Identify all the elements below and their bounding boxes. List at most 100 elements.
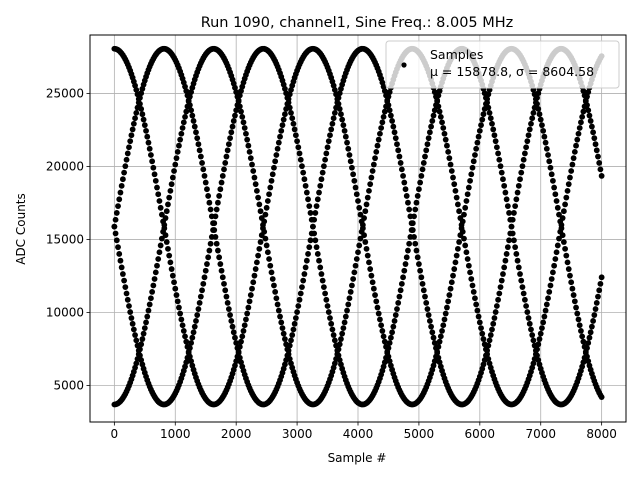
- data-point: [121, 277, 128, 284]
- data-point: [423, 300, 430, 306]
- data-point: [319, 277, 326, 284]
- data-point: [189, 334, 196, 341]
- data-point: [381, 338, 388, 345]
- data-point: [528, 326, 534, 333]
- data-point: [495, 296, 501, 303]
- data-point: [333, 104, 339, 111]
- data-point: [584, 93, 590, 100]
- data-point: [356, 242, 363, 249]
- data-point: [573, 142, 579, 149]
- data-point: [593, 147, 600, 154]
- data-point: [397, 160, 404, 166]
- data-point: [222, 287, 229, 294]
- data-point: [430, 112, 437, 119]
- data-point: [534, 352, 540, 359]
- data-point: [169, 272, 176, 279]
- data-point: [492, 309, 499, 315]
- data-point: [182, 113, 188, 120]
- data-point: [468, 171, 475, 178]
- legend-title: Samples: [430, 47, 483, 62]
- data-point: [565, 266, 572, 272]
- data-point: [573, 304, 579, 311]
- data-point: [503, 196, 510, 203]
- data-point: [327, 132, 333, 139]
- data-point: [434, 97, 441, 104]
- data-point: [444, 142, 450, 149]
- data-point: [121, 169, 128, 176]
- data-point: [182, 333, 188, 340]
- data-point: [339, 330, 346, 337]
- data-point: [397, 287, 404, 294]
- data-point: [596, 287, 603, 294]
- data-point: [356, 204, 363, 211]
- data-point: [586, 112, 593, 119]
- data-point: [405, 199, 411, 206]
- data-point: [279, 122, 286, 129]
- data-point: [445, 298, 452, 305]
- data-point: [329, 326, 336, 333]
- data-point: [416, 186, 422, 193]
- data-point: [506, 210, 512, 216]
- data-point: [394, 141, 400, 148]
- data-point: [146, 301, 153, 308]
- data-point: [185, 350, 192, 356]
- data-point: [278, 319, 285, 326]
- data-point: [592, 306, 599, 312]
- data-point: [291, 320, 298, 327]
- data-point: [490, 126, 497, 133]
- data-point: [320, 163, 327, 170]
- data-point: [173, 292, 180, 298]
- x-tick-label: 6000: [465, 427, 496, 441]
- data-point: [581, 354, 588, 361]
- data-point: [186, 345, 193, 351]
- y-tick-label: 15000: [46, 233, 84, 247]
- data-point: [377, 130, 383, 137]
- data-point: [137, 352, 143, 359]
- data-point: [485, 104, 492, 111]
- data-point: [115, 203, 121, 210]
- data-point: [540, 319, 547, 326]
- data-point: [223, 153, 230, 160]
- data-point: [535, 90, 542, 97]
- data-point: [378, 125, 385, 131]
- data-point: [486, 109, 493, 116]
- data-point: [151, 171, 158, 178]
- data-point: [436, 338, 443, 345]
- data-point: [327, 315, 333, 321]
- data-point: [453, 194, 460, 201]
- data-point: [118, 182, 125, 189]
- data-point: [245, 142, 252, 149]
- data-point: [498, 277, 505, 284]
- data-point: [197, 293, 204, 300]
- data-point: [166, 252, 173, 259]
- data-point: [547, 282, 554, 289]
- data-point: [412, 240, 419, 247]
- data-point: [119, 271, 126, 277]
- data-point: [168, 181, 175, 188]
- data-point: [534, 94, 540, 101]
- data-point: [239, 333, 246, 340]
- data-point: [269, 276, 276, 282]
- data-point: [250, 279, 257, 286]
- data-point: [541, 133, 548, 140]
- data-point: [307, 237, 314, 244]
- data-point: [428, 123, 434, 130]
- y-axis: 5000 10000 15000 20000 25000: [46, 87, 90, 393]
- data-point: [409, 220, 416, 227]
- data-point: [221, 280, 227, 287]
- data-point: [322, 156, 329, 163]
- data-point: [118, 264, 125, 271]
- data-point: [370, 161, 377, 168]
- data-point: [141, 122, 148, 129]
- data-point: [396, 153, 403, 160]
- data-point: [133, 337, 140, 344]
- data-point: [308, 216, 315, 223]
- data-point: [569, 285, 576, 292]
- data-point: [483, 94, 489, 101]
- data-point: [232, 362, 238, 369]
- data-point: [362, 239, 369, 245]
- data-point: [548, 171, 555, 178]
- data-point: [185, 98, 192, 105]
- data-point: [541, 313, 548, 320]
- data-point: [396, 293, 403, 300]
